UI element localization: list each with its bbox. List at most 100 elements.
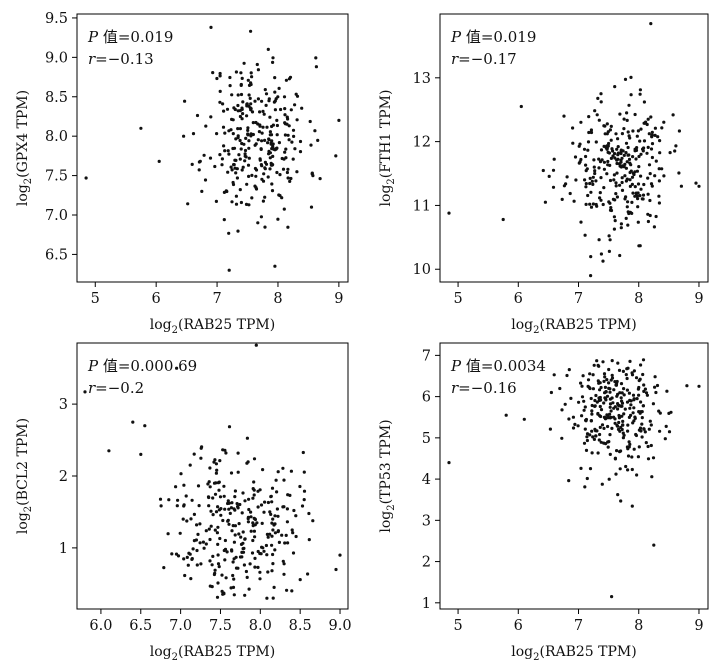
data-point: [289, 108, 293, 112]
data-point: [610, 426, 614, 430]
data-point: [222, 484, 226, 488]
data-point: [245, 436, 249, 440]
data-point: [283, 541, 287, 545]
data-point: [222, 109, 226, 113]
r-value-annotation: r=−0.2: [88, 379, 144, 397]
data-point: [245, 114, 249, 118]
data-point: [658, 411, 662, 415]
data-point: [635, 169, 640, 173]
data-point: [586, 378, 591, 382]
data-point: [182, 504, 186, 508]
data-point: [239, 71, 243, 75]
data-point: [633, 149, 637, 153]
data-point: [231, 585, 236, 590]
data-point: [260, 99, 264, 103]
data-point: [637, 393, 641, 397]
data-point: [283, 113, 287, 117]
data-point: [287, 124, 291, 128]
data-point: [608, 201, 612, 205]
data-point: [286, 117, 290, 121]
data-point: [630, 467, 634, 472]
data-point: [243, 593, 247, 597]
data-point: [258, 551, 262, 556]
data-point: [260, 164, 264, 168]
data-point: [644, 441, 648, 445]
data-point: [591, 435, 595, 439]
data-point: [228, 84, 232, 88]
data-point: [243, 499, 247, 503]
data-point: [612, 178, 616, 182]
data-point: [241, 112, 245, 116]
data-point: [270, 569, 274, 573]
data-point: [637, 379, 641, 383]
data-point: [285, 520, 289, 524]
data-point: [602, 167, 607, 171]
data-point: [685, 384, 689, 388]
data-point: [225, 550, 229, 554]
data-point: [591, 202, 596, 206]
data-point: [597, 157, 601, 161]
data-point: [281, 559, 285, 563]
data-point: [264, 543, 268, 548]
y-tick-label: 7: [422, 348, 431, 364]
data-point: [306, 572, 310, 576]
data-point: [198, 522, 202, 526]
data-point: [597, 118, 601, 122]
data-point: [697, 184, 701, 188]
data-point: [241, 491, 245, 495]
data-point: [595, 359, 599, 363]
data-point: [253, 184, 257, 188]
data-point: [276, 217, 280, 221]
data-point: [223, 547, 228, 551]
data-point: [595, 400, 599, 404]
data-point: [253, 99, 257, 103]
data-point: [309, 143, 313, 147]
data-point: [608, 402, 613, 406]
data-point: [214, 199, 218, 203]
data-point: [602, 379, 606, 383]
data-point: [642, 383, 646, 387]
x-tick-label: 9: [334, 291, 343, 307]
data-point: [631, 171, 636, 175]
data-point: [298, 578, 302, 582]
data-point: [281, 505, 285, 509]
data-point: [249, 515, 253, 519]
data-point: [204, 124, 208, 128]
data-point: [602, 415, 607, 419]
data-point: [265, 553, 269, 557]
data-point: [190, 162, 194, 166]
data-point: [227, 425, 232, 429]
data-point: [263, 225, 267, 229]
data-point: [616, 151, 621, 155]
data-point: [628, 359, 632, 363]
data-point: [83, 390, 87, 394]
data-point: [334, 154, 338, 158]
data-point: [253, 166, 257, 171]
data-point: [679, 184, 684, 188]
data-point: [614, 184, 618, 188]
y-tick-label: 2: [59, 469, 68, 485]
data-point: [182, 557, 186, 561]
y-tick-label: 4: [422, 472, 431, 488]
data-point: [638, 194, 642, 198]
data-point: [637, 445, 641, 449]
data-point: [208, 537, 212, 542]
data-point: [649, 115, 653, 119]
data-point: [635, 194, 639, 198]
data-point: [236, 93, 240, 97]
data-point: [588, 372, 592, 376]
data-point: [222, 494, 226, 498]
data-point: [214, 510, 219, 514]
data-point: [295, 118, 299, 122]
data-point: [630, 175, 635, 179]
x-tick-label: 8: [273, 291, 282, 307]
data-point: [204, 542, 208, 546]
data-point: [218, 536, 222, 541]
data-point: [221, 102, 225, 106]
data-point: [593, 169, 597, 173]
data-point: [225, 107, 230, 111]
data-point: [240, 117, 244, 121]
data-point: [239, 82, 243, 87]
data-point: [246, 460, 250, 464]
data-point: [628, 398, 632, 402]
